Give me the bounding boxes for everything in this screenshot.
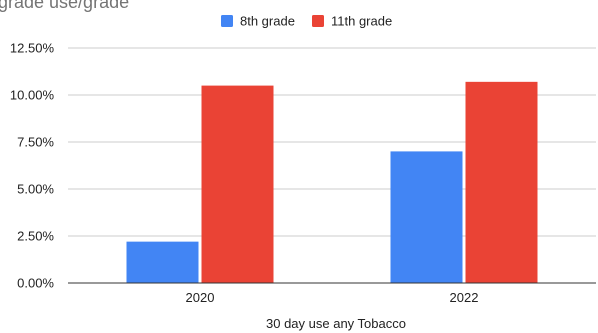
- y-tick-label: 5.00%: [17, 182, 54, 197]
- x-tick-label: 2022: [450, 290, 479, 305]
- y-tick-label: 12.50%: [10, 41, 55, 56]
- legend-label: 8th grade: [240, 14, 295, 29]
- y-tick-label: 10.00%: [10, 88, 55, 103]
- chart-title-partial: grade use/grade: [0, 0, 129, 12]
- legend-swatch: [221, 15, 233, 27]
- x-tick-label: 2020: [186, 290, 215, 305]
- bar-11th-grade-2020: [201, 85, 274, 283]
- legend: 8th grade 11th grade: [221, 14, 392, 29]
- legend-swatch: [312, 15, 324, 27]
- x-axis-title: 30 day use any Tobacco: [266, 316, 406, 331]
- y-axis-tick-labels: 0.00% 2.50% 5.00% 7.50% 10.00% 12.50%: [10, 41, 55, 291]
- bar-8th-grade-2020: [126, 241, 199, 283]
- y-tick-label: 7.50%: [17, 135, 54, 150]
- chart-title-text: grade use/grade: [0, 0, 129, 12]
- bar-8th-grade-2022: [390, 151, 463, 283]
- legend-label: 11th grade: [331, 14, 392, 29]
- x-axis-tick-labels: 2020 2022: [186, 290, 479, 305]
- y-tick-label: 2.50%: [17, 229, 54, 244]
- y-tick-label: 0.00%: [17, 276, 54, 291]
- bar-11th-grade-2022: [465, 81, 538, 283]
- bars: [126, 81, 538, 283]
